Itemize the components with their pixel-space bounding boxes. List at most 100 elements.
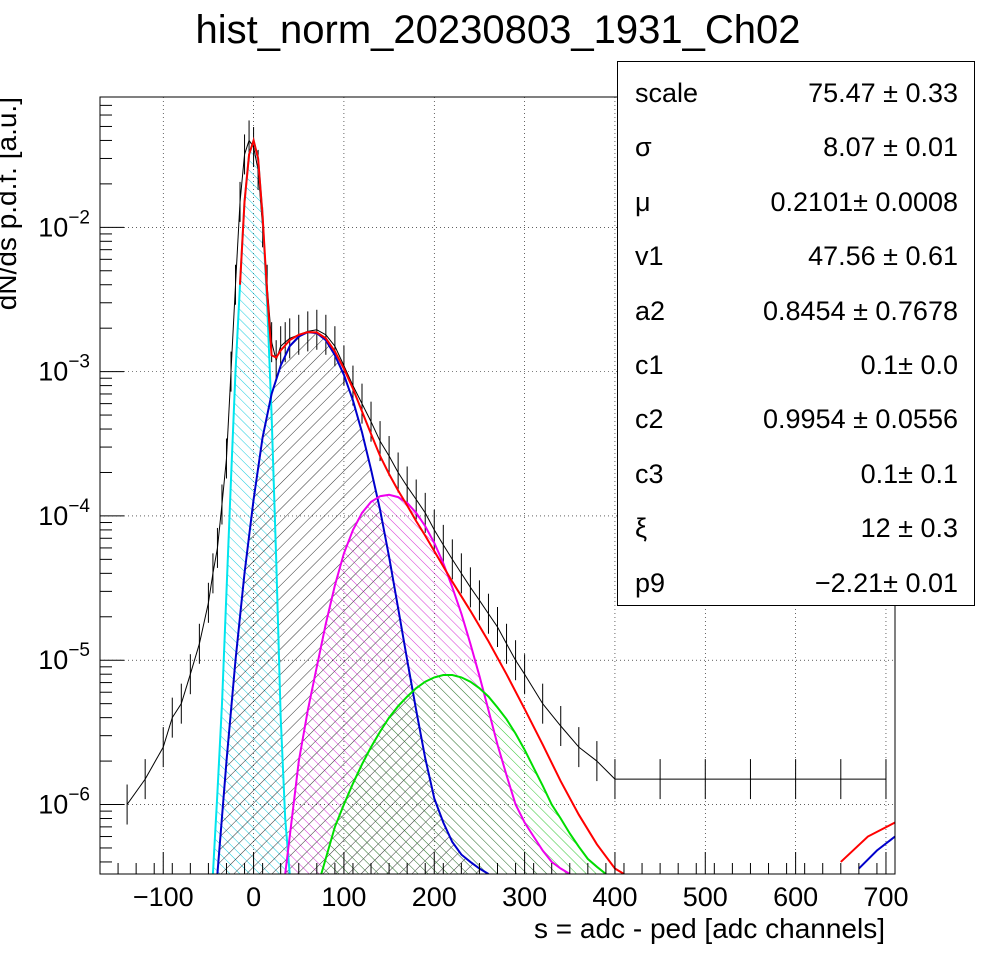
axes: −100 0 100 200 300 400 500 600 70010−610−510−410… bbox=[38, 96, 908, 912]
fit-curve-4 bbox=[320, 674, 607, 874]
stat-value: 75.47 ± 0.33 bbox=[808, 78, 958, 108]
histogram-step bbox=[433, 529, 444, 546]
y-tick-exponent: −6 bbox=[68, 785, 90, 806]
stat-row: c2 0.9954 ± 0.0556 bbox=[618, 392, 974, 446]
stat-value: 47.56 ± 0.61 bbox=[808, 241, 958, 272]
histogram-step bbox=[171, 703, 182, 718]
histogram-step bbox=[424, 512, 435, 531]
stat-value: 12 ± 0.3 bbox=[860, 513, 958, 544]
histogram-step bbox=[451, 559, 462, 574]
histogram-step bbox=[560, 725, 580, 748]
x-axis-label: s = adc - ped [adc channels] bbox=[534, 913, 885, 944]
histogram-step bbox=[388, 455, 399, 473]
histogram-step bbox=[212, 547, 218, 574]
histogram-step bbox=[284, 337, 291, 343]
stat-name: ξ bbox=[635, 513, 648, 544]
y-tick-exponent: −4 bbox=[68, 496, 90, 517]
x-tick-label: 0 bbox=[246, 882, 261, 912]
stat-value: 0.8454 ± 0.7678 bbox=[763, 295, 958, 326]
histogram-step bbox=[361, 403, 372, 422]
histogram-step bbox=[370, 421, 381, 442]
component-fill-4 bbox=[321, 675, 606, 874]
histogram-step bbox=[506, 643, 517, 661]
histogram-step bbox=[325, 334, 336, 347]
fit-curve-tail bbox=[840, 821, 895, 863]
fit-curve-2 bbox=[216, 331, 490, 874]
fit-curve-5 bbox=[239, 136, 625, 874]
stat-value: 0.1± 0.0 bbox=[860, 350, 958, 380]
histogram-step bbox=[406, 486, 417, 500]
histogram-step bbox=[235, 201, 241, 285]
histogram-step bbox=[207, 573, 214, 603]
stat-value: 0.1± 0.1 bbox=[860, 458, 958, 489]
fit-curve-3 bbox=[284, 493, 571, 874]
histogram-step bbox=[221, 458, 227, 505]
histogram-step bbox=[542, 703, 562, 727]
histogram-step bbox=[352, 385, 363, 404]
component-fills bbox=[212, 140, 606, 874]
histogram-step bbox=[488, 613, 498, 628]
histogram-step bbox=[334, 345, 345, 366]
stat-value: −2.21± 0.01 bbox=[814, 567, 958, 598]
stat-name: σ bbox=[635, 132, 652, 163]
histogram-step bbox=[189, 643, 200, 675]
stat-name: p9 bbox=[635, 567, 666, 598]
y-tick-exponent: −2 bbox=[68, 207, 90, 228]
histogram-step bbox=[239, 154, 246, 202]
chart-title: hist_norm_20230803_1931_Ch02 bbox=[195, 8, 801, 52]
histogram-step bbox=[316, 329, 327, 336]
y-tick-label: 10−2 bbox=[38, 207, 90, 242]
histogram-step bbox=[460, 573, 471, 588]
histogram-step bbox=[578, 746, 598, 762]
histogram-step bbox=[515, 659, 526, 675]
stat-row: c3 0.1± 0.1 bbox=[618, 447, 974, 501]
y-axis-label: dN/ds p.d.f. [a.u.] bbox=[0, 97, 22, 310]
histogram-step bbox=[230, 284, 237, 372]
stat-value: 0.9954 ± 0.0556 bbox=[763, 404, 958, 435]
stat-row: σ 8.07 ± 0.01 bbox=[618, 120, 974, 174]
y-tick-label: 10−5 bbox=[38, 640, 90, 675]
stat-name: c2 bbox=[635, 404, 664, 435]
stat-row: ξ 12 ± 0.3 bbox=[618, 501, 974, 555]
x-tick-label: −100 bbox=[133, 882, 194, 912]
stat-name: a2 bbox=[635, 295, 666, 326]
histogram-step bbox=[253, 146, 259, 170]
x-tick-label: 400 bbox=[592, 882, 637, 912]
stat-name: c1 bbox=[635, 350, 664, 380]
stat-row: μ 0.2101± 0.0008 bbox=[618, 175, 974, 229]
y-tick-base: 10 bbox=[38, 501, 68, 531]
y-tick-exponent: −5 bbox=[68, 640, 90, 661]
y-tick-base: 10 bbox=[38, 212, 68, 242]
fit-stats-box: scale 75.47 ± 0.33 σ 8.07 ± 0.01 μ 0.2101± 0.… bbox=[617, 61, 975, 606]
histogram-step bbox=[280, 341, 286, 347]
x-tick-label: 700 bbox=[863, 882, 908, 912]
y-tick-base: 10 bbox=[38, 645, 68, 675]
histogram-step bbox=[442, 544, 453, 560]
x-tick-label: 500 bbox=[683, 882, 728, 912]
y-tick-exponent: −3 bbox=[68, 352, 90, 373]
y-tick-base: 10 bbox=[38, 357, 68, 387]
x-tick-label: 200 bbox=[412, 882, 457, 912]
histogram-step bbox=[415, 499, 426, 514]
histogram-step bbox=[244, 140, 250, 155]
stat-row: a2 0.8454 ± 0.7678 bbox=[618, 284, 974, 338]
histogram-step bbox=[379, 440, 390, 457]
histogram-step bbox=[497, 626, 507, 645]
histogram-step bbox=[469, 587, 480, 601]
histogram-step bbox=[524, 673, 544, 704]
y-tick-label: 10−6 bbox=[38, 785, 90, 820]
histogram-step bbox=[162, 717, 173, 748]
histogram-step bbox=[479, 600, 489, 615]
histogram-step bbox=[180, 674, 191, 704]
stat-row: scale 75.47 ± 0.33 bbox=[618, 66, 974, 120]
histogram-step bbox=[144, 746, 164, 780]
y-tick-label: 10−3 bbox=[38, 352, 90, 387]
x-tick-label: 600 bbox=[773, 882, 818, 912]
stat-value: 0.2101± 0.0008 bbox=[770, 186, 958, 217]
histogram-step bbox=[596, 760, 616, 780]
stat-value: 8.07 ± 0.01 bbox=[823, 132, 958, 163]
histogram-step bbox=[126, 778, 146, 805]
fit-curves bbox=[211, 136, 895, 874]
x-tick-label: 300 bbox=[502, 882, 547, 912]
